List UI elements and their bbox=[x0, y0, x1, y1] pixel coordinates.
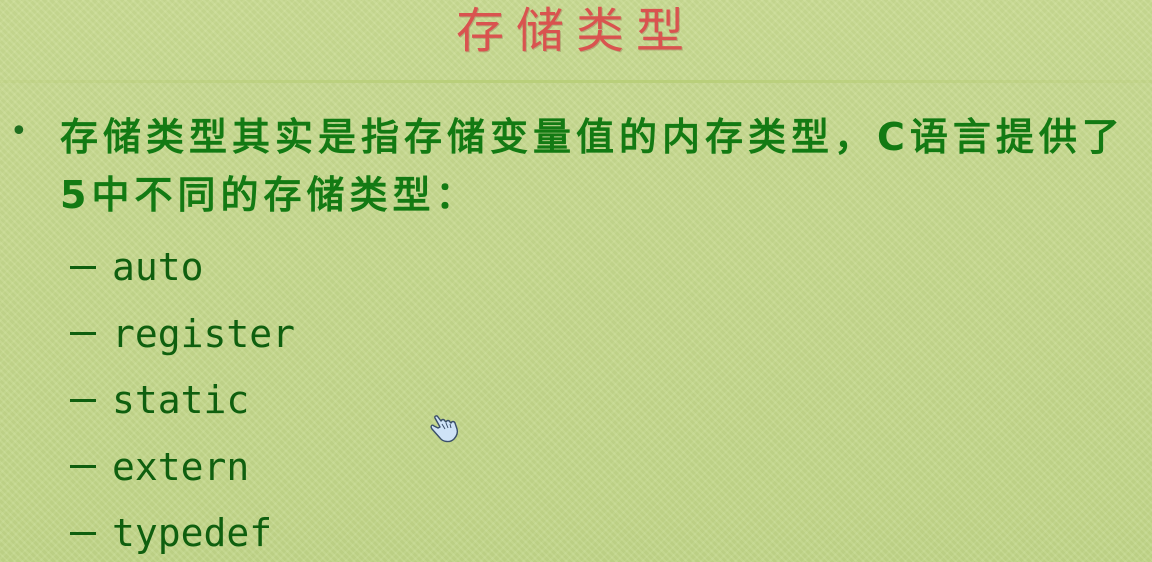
bullet-icon: • bbox=[10, 114, 28, 149]
list-item-label: extern bbox=[112, 444, 250, 489]
list-item: auto bbox=[70, 234, 295, 301]
storage-type-list: auto register static extern typedef bbox=[70, 234, 295, 562]
list-item-label: static bbox=[112, 378, 250, 423]
list-item-label: typedef bbox=[112, 511, 273, 556]
list-item: extern bbox=[70, 434, 295, 501]
bullet-text: 存储类型其实是指存储变量值的内存类型，C语言提供了5中不同的存储类型： bbox=[60, 115, 1125, 217]
slide-title: 存储类型 bbox=[455, 3, 696, 59]
list-item-label: register bbox=[112, 311, 296, 356]
dash-icon bbox=[70, 332, 96, 336]
list-item: static bbox=[70, 367, 295, 434]
title-divider bbox=[0, 80, 1152, 83]
dash-icon bbox=[70, 465, 96, 469]
list-item: register bbox=[70, 301, 295, 368]
dash-icon bbox=[70, 531, 96, 535]
list-item: typedef bbox=[70, 500, 295, 562]
list-item-label: auto bbox=[112, 245, 204, 290]
dash-icon bbox=[70, 265, 96, 269]
hand-pointer-icon bbox=[430, 415, 459, 443]
dash-icon bbox=[70, 398, 96, 402]
